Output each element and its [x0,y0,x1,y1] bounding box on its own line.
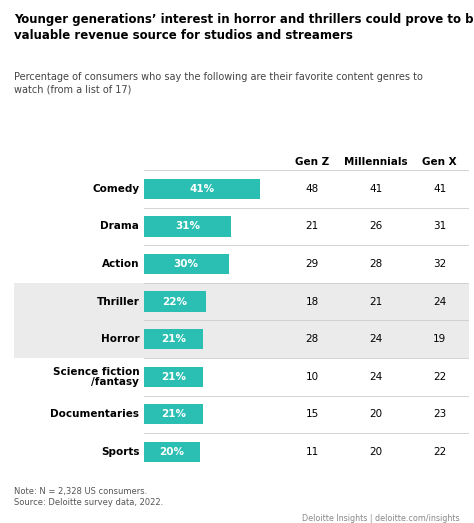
Text: Horror: Horror [101,334,139,344]
Text: 20%: 20% [160,447,184,457]
Bar [144,179,260,199]
Text: 29: 29 [306,259,319,269]
Text: 11: 11 [306,447,319,457]
Text: 30%: 30% [174,259,199,269]
Text: 15: 15 [306,410,319,419]
Bar [144,216,231,236]
Bar [144,367,203,387]
Text: Source: Deloitte survey data, 2022.: Source: Deloitte survey data, 2022. [14,498,164,507]
Text: Documentaries: Documentaries [50,410,139,419]
Text: 24: 24 [369,334,383,344]
Text: 31%: 31% [175,221,200,231]
Text: 19: 19 [433,334,447,344]
Bar [14,320,469,358]
Text: 21: 21 [369,297,383,306]
Text: 20: 20 [369,410,383,419]
Text: Deloitte Insights | deloitte.com/insights: Deloitte Insights | deloitte.com/insight… [302,514,460,522]
Text: 21: 21 [306,221,319,231]
Text: 21%: 21% [161,372,186,382]
Text: 22: 22 [433,372,447,382]
Bar [144,329,203,349]
Text: Percentage of consumers who say the following are their favorite content genres : Percentage of consumers who say the foll… [14,72,423,95]
Text: 24: 24 [433,297,447,306]
Text: Younger generations’ interest in horror and thrillers could prove to be a
valuab: Younger generations’ interest in horror … [14,13,474,42]
Bar [144,404,203,425]
Text: Thriller: Thriller [97,297,139,306]
Text: 28: 28 [369,259,383,269]
Text: 22%: 22% [163,297,187,306]
Text: 31: 31 [433,221,447,231]
Text: 20: 20 [369,447,383,457]
Text: 21%: 21% [161,334,186,344]
Bar [144,442,201,462]
Text: 26: 26 [369,221,383,231]
Text: 48: 48 [306,184,319,194]
Text: 41: 41 [369,184,383,194]
Bar [144,254,228,274]
Text: Science fiction
/fantasy: Science fiction /fantasy [53,367,139,386]
Text: 24: 24 [369,372,383,382]
Text: Gen Z: Gen Z [295,157,329,167]
Text: Comedy: Comedy [92,184,139,194]
Text: Drama: Drama [100,221,139,231]
Text: 21%: 21% [161,410,186,419]
Text: 41: 41 [433,184,447,194]
Text: Gen X: Gen X [422,157,457,167]
Text: Millennials: Millennials [344,157,408,167]
Text: 10: 10 [306,372,319,382]
Text: Sports: Sports [101,447,139,457]
Text: Action: Action [102,259,139,269]
Text: 28: 28 [306,334,319,344]
Text: Note: N = 2,328 US consumers.: Note: N = 2,328 US consumers. [14,487,147,496]
Bar [144,291,206,312]
Text: 18: 18 [306,297,319,306]
Text: 41%: 41% [189,184,214,194]
Text: 22: 22 [433,447,447,457]
Text: 23: 23 [433,410,447,419]
Bar [14,283,469,320]
Text: 32: 32 [433,259,447,269]
